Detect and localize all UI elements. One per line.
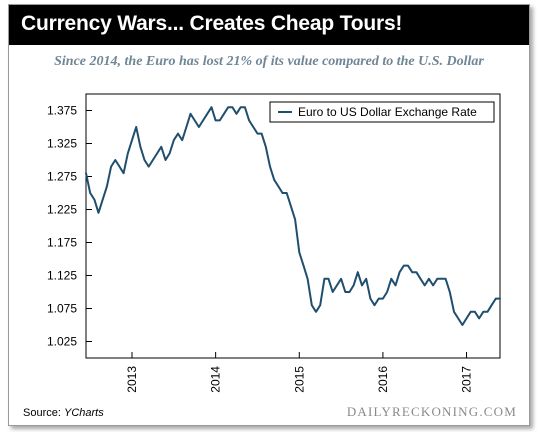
x-tick-label: 2017 bbox=[460, 366, 474, 393]
y-tick-label: 1.125 bbox=[47, 269, 77, 283]
y-tick-label: 1.325 bbox=[47, 137, 77, 151]
y-tick-label: 1.225 bbox=[47, 203, 77, 217]
y-tick-label: 1.175 bbox=[47, 236, 77, 250]
source-name: YCharts bbox=[63, 407, 104, 419]
title-banner: Currency Wars... Creates Cheap Tours! bbox=[9, 5, 529, 45]
legend-box bbox=[269, 101, 495, 123]
plot-area bbox=[85, 93, 501, 359]
x-tick-label: 2014 bbox=[209, 366, 223, 393]
source-note: Source: YCharts bbox=[23, 407, 104, 419]
x-tick-label: 2016 bbox=[376, 366, 390, 393]
chart-subtitle: Since 2014, the Euro has lost 21% of its… bbox=[54, 54, 484, 69]
y-tick-label: 1.025 bbox=[47, 335, 77, 349]
source-label: Source: bbox=[23, 407, 61, 419]
x-tick-label: 2015 bbox=[292, 366, 306, 393]
chart-card: Currency Wars... Creates Cheap Tours! Si… bbox=[8, 4, 530, 426]
x-tick-label: 2013 bbox=[125, 366, 139, 393]
banner-title: Currency Wars... Creates Cheap Tours! bbox=[21, 12, 403, 35]
y-tick-label: 1.075 bbox=[47, 302, 77, 316]
series-line bbox=[85, 106, 501, 326]
line-chart: 1.025 1.075 1.125 1.175 1.225 1.275 1.325 1.375… bbox=[47, 93, 501, 393]
brand-wordmark: DAILYRECKONING.COM bbox=[346, 404, 517, 419]
legend-label: Euro to US Dollar Exchange Rate bbox=[298, 105, 477, 119]
y-tick-label: 1.275 bbox=[47, 170, 77, 184]
y-tick-label: 1.375 bbox=[47, 104, 77, 118]
